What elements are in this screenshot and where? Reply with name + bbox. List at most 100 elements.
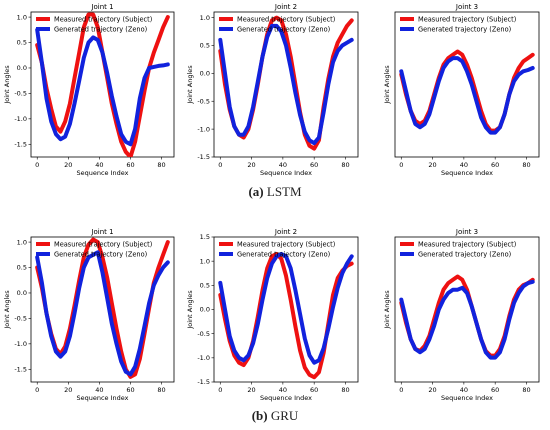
series-line-generated <box>218 251 354 365</box>
legend-label-generated: Generated trajectory (Zeno) <box>54 25 147 33</box>
x-tick-label: 60 <box>310 386 318 394</box>
x-tick-label: 20 <box>247 161 255 169</box>
y-tick-label: 0.5 <box>200 282 210 290</box>
y-tick-label: -1.0 <box>197 125 210 133</box>
chart-panel-4: Joint 1 0 20 40 60 80 -1.5 -1.0 -0.5 0.0 0.5 1.0 Seq… <box>3 228 175 402</box>
legend: Measured trajectory (Subject) Generated t… <box>219 240 335 258</box>
y-tick-label: 0.0 <box>17 64 27 72</box>
legend-label-generated: Generated trajectory (Zeno) <box>418 25 511 33</box>
chart-title: Joint 2 <box>274 3 297 11</box>
x-axis-label: Sequence Index <box>441 394 493 402</box>
x-tick-label: 0 <box>399 161 403 169</box>
x-tick-label: 40 <box>279 386 287 394</box>
y-tick-label: 1.5 <box>200 233 210 241</box>
chart-panel-5: Joint 2 0 20 40 60 80 -1.5 -1.0 -0.5 0.0 0.5 1.0 1.5… <box>186 228 359 402</box>
x-tick-label: 0 <box>35 386 39 394</box>
x-tick-label: 20 <box>428 161 436 169</box>
chart-panel-2: Joint 2 0 20 40 60 80 -1.5 -1.0 -0.5 0.0 0.5 1.0 Seq… <box>186 3 359 177</box>
plot-frame <box>394 11 540 158</box>
x-tick-label: 80 <box>522 161 530 169</box>
y-tick-label: -0.5 <box>197 97 210 105</box>
x-tick-label: 40 <box>95 386 103 394</box>
chart-title: Joint 3 <box>455 228 478 236</box>
legend: Measured trajectory (Subject) Generated t… <box>36 15 152 33</box>
y-axis-label: Joint Angles <box>186 290 194 330</box>
y-tick-label: -1.0 <box>14 340 27 348</box>
legend: Measured trajectory (Subject) Generated t… <box>400 15 516 33</box>
y-tick-label: -1.0 <box>197 354 210 362</box>
x-tick-label: 40 <box>279 161 287 169</box>
y-tick-label: 1.0 <box>200 257 210 265</box>
plot-frame <box>30 11 175 158</box>
series-line-generated <box>35 250 170 377</box>
legend-label-measured: Measured trajectory (Subject) <box>54 240 152 248</box>
x-tick-label: 40 <box>95 161 103 169</box>
plot-frame <box>394 236 540 383</box>
y-tick-label: -1.5 <box>197 378 210 386</box>
x-tick-label: 20 <box>64 386 72 394</box>
y-tick-label: -1.5 <box>14 365 27 373</box>
series-line-generated <box>218 23 354 146</box>
y-tick-label: 0.0 <box>200 70 210 78</box>
x-tick-label: 80 <box>157 386 165 394</box>
x-tick-label: 0 <box>399 386 403 394</box>
x-tick-label: 20 <box>64 161 72 169</box>
y-axis-label: Joint Angles <box>383 65 391 105</box>
legend-label-measured: Measured trajectory (Subject) <box>54 15 152 23</box>
y-tick-label: -1.0 <box>14 115 27 123</box>
x-tick-label: 80 <box>341 161 349 169</box>
y-tick-label: -1.5 <box>197 153 210 161</box>
legend: Measured trajectory (Subject) Generated t… <box>400 240 516 258</box>
y-tick-label: -0.5 <box>197 330 210 338</box>
series-line-generated <box>399 56 535 135</box>
chart-title: Joint 1 <box>90 3 113 11</box>
y-tick-label: -0.5 <box>14 90 27 98</box>
x-axis-label: Sequence Index <box>76 394 128 402</box>
caption-lstm-text: LSTM <box>266 184 302 199</box>
series-line-generated <box>399 279 535 360</box>
legend-label-measured: Measured trajectory (Subject) <box>418 240 516 248</box>
x-tick-label: 60 <box>126 161 134 169</box>
x-tick-label: 80 <box>522 386 530 394</box>
x-axis-label: Sequence Index <box>76 169 128 177</box>
x-tick-label: 80 <box>157 161 165 169</box>
y-tick-label: 0.5 <box>200 42 210 50</box>
y-axis-label: Joint Angles <box>186 65 194 105</box>
x-tick-label: 40 <box>460 386 468 394</box>
y-tick-label: 1.0 <box>17 238 27 246</box>
caption-gru: (b) GRU <box>0 408 550 424</box>
x-tick-label: 80 <box>341 386 349 394</box>
x-axis-label: Sequence Index <box>441 169 493 177</box>
caption-gru-label: (b) <box>251 408 268 423</box>
legend-label-generated: Generated trajectory (Zeno) <box>237 25 330 33</box>
x-tick-label: 40 <box>460 161 468 169</box>
caption-lstm: (a) LSTM <box>0 184 550 200</box>
y-axis-label: Joint Angles <box>3 65 11 105</box>
chart-title: Joint 2 <box>274 228 297 236</box>
x-tick-label: 60 <box>491 161 499 169</box>
chart-panel-3: Joint 3 0 20 40 60 80 Sequence Index Joint Angl… <box>383 3 540 177</box>
x-axis-label: Sequence Index <box>260 394 312 402</box>
legend-label-generated: Generated trajectory (Zeno) <box>418 250 511 258</box>
legend-label-generated: Generated trajectory (Zeno) <box>237 250 330 258</box>
y-tick-label: -1.5 <box>14 140 27 148</box>
x-tick-label: 0 <box>218 386 222 394</box>
x-axis-label: Sequence Index <box>260 169 312 177</box>
x-tick-label: 60 <box>491 386 499 394</box>
legend: Measured trajectory (Subject) Generated t… <box>219 15 335 33</box>
y-tick-label: 0.5 <box>17 39 27 47</box>
x-tick-label: 60 <box>126 386 134 394</box>
x-tick-label: 60 <box>310 161 318 169</box>
x-tick-label: 0 <box>35 161 39 169</box>
caption-lstm-label: (a) <box>248 184 264 199</box>
y-axis-label: Joint Angles <box>3 290 11 330</box>
x-tick-label: 20 <box>428 386 436 394</box>
y-axis-label: Joint Angles <box>383 290 391 330</box>
y-tick-label: 1.0 <box>200 14 210 22</box>
legend-label-generated: Generated trajectory (Zeno) <box>54 250 147 258</box>
y-tick-label: -0.5 <box>14 315 27 323</box>
y-tick-label: 1.0 <box>17 13 27 21</box>
chart-panel-6: Joint 3 0 20 40 60 80 Sequence Index Joint Angl… <box>383 228 540 402</box>
y-tick-label: 0.0 <box>200 306 210 314</box>
